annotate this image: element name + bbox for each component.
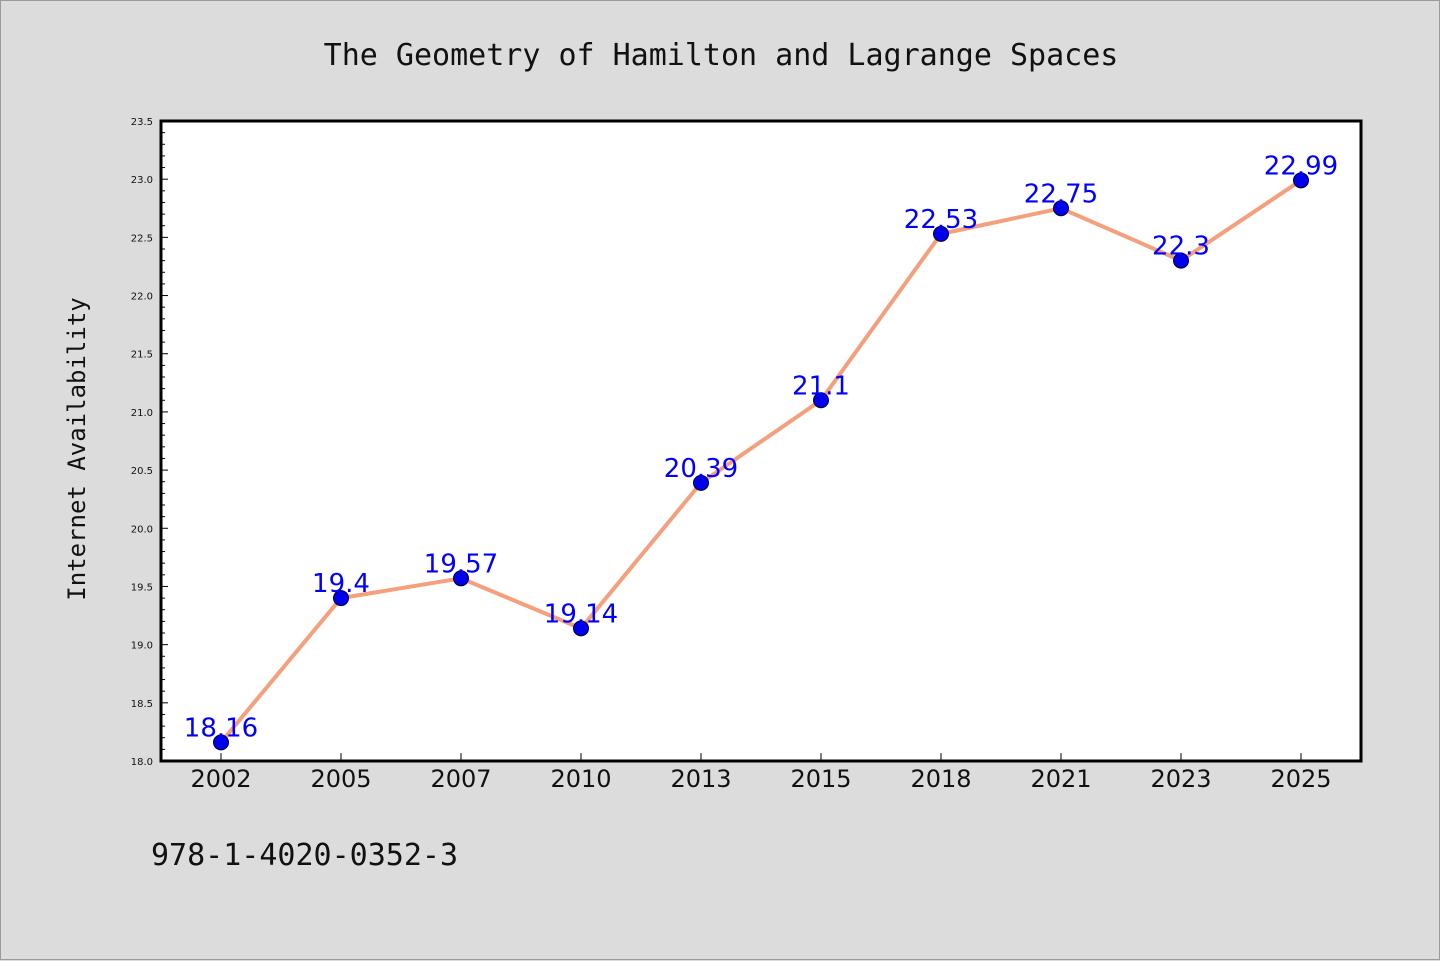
x-tick-label: 2025 — [1270, 765, 1331, 793]
data-label: 19.57 — [424, 549, 498, 579]
data-label: 21.1 — [792, 371, 850, 401]
data-labels-group: 18.16 19.4 19.57 19.14 20.39 21.1 22.53 22.75 22… — [184, 151, 1338, 743]
y-tick-label: 19.5 — [131, 582, 153, 593]
markers-group — [213, 172, 1309, 751]
y-tick-label: 20.0 — [131, 524, 153, 535]
y-tick-label: 21.0 — [131, 408, 153, 419]
y-tick-label: 22.0 — [131, 292, 153, 303]
x-tick-label: 2023 — [1150, 765, 1211, 793]
data-label: 20.39 — [664, 454, 738, 484]
data-point — [333, 590, 349, 607]
x-tick-label: 2018 — [910, 765, 971, 793]
x-tick-label: 2015 — [790, 765, 851, 793]
data-point — [813, 392, 829, 409]
y-tick-label: 23.0 — [131, 175, 153, 186]
x-tick-label: 2005 — [310, 765, 371, 793]
series-line — [219, 178, 1303, 744]
data-point — [693, 474, 709, 491]
x-axis: 2002 2005 2007 2010 2013 2015 2018 2021 2023 2025 — [190, 753, 1332, 793]
x-tick-label: 2021 — [1030, 765, 1091, 793]
y-tick-label: 18.0 — [131, 757, 153, 768]
chart-title: The Geometry of Hamilton and Lagrange Sp… — [324, 38, 1119, 73]
data-point — [1293, 172, 1309, 189]
data-label: 22.53 — [904, 205, 978, 235]
data-label: 22.3 — [1152, 232, 1210, 262]
series-line-group — [219, 178, 1303, 744]
isbn-annotation: 978-1-4020-0352-3 — [151, 838, 458, 873]
data-point — [573, 620, 589, 637]
y-axis: 18.0 18.5 19.0 19.5 20.0 20.5 21.0 21.5 22.0 22.5… — [131, 117, 168, 768]
y-tick-label: 23.5 — [131, 117, 153, 128]
y-tick-label: 19.0 — [131, 641, 153, 652]
data-label: 19.4 — [312, 569, 370, 599]
data-point — [453, 570, 469, 587]
y-tick-label: 21.5 — [131, 350, 153, 361]
x-tick-label: 2007 — [430, 765, 491, 793]
y-tick-label: 20.5 — [131, 466, 153, 477]
data-label: 19.14 — [544, 599, 618, 629]
data-point — [1173, 252, 1189, 269]
data-label: 22.75 — [1024, 179, 1098, 209]
y-axis-label: Internet Availability — [63, 297, 91, 600]
data-point — [213, 734, 229, 751]
y-tick-label: 18.5 — [131, 699, 153, 710]
y-tick-label: 22.5 — [131, 233, 153, 244]
data-label: 18.16 — [184, 713, 258, 743]
x-tick-label: 2002 — [190, 765, 251, 793]
data-point — [1053, 200, 1069, 217]
x-tick-label: 2010 — [550, 765, 611, 793]
data-point — [933, 225, 949, 242]
data-label: 22.99 — [1264, 151, 1338, 181]
x-tick-label: 2013 — [670, 765, 731, 793]
